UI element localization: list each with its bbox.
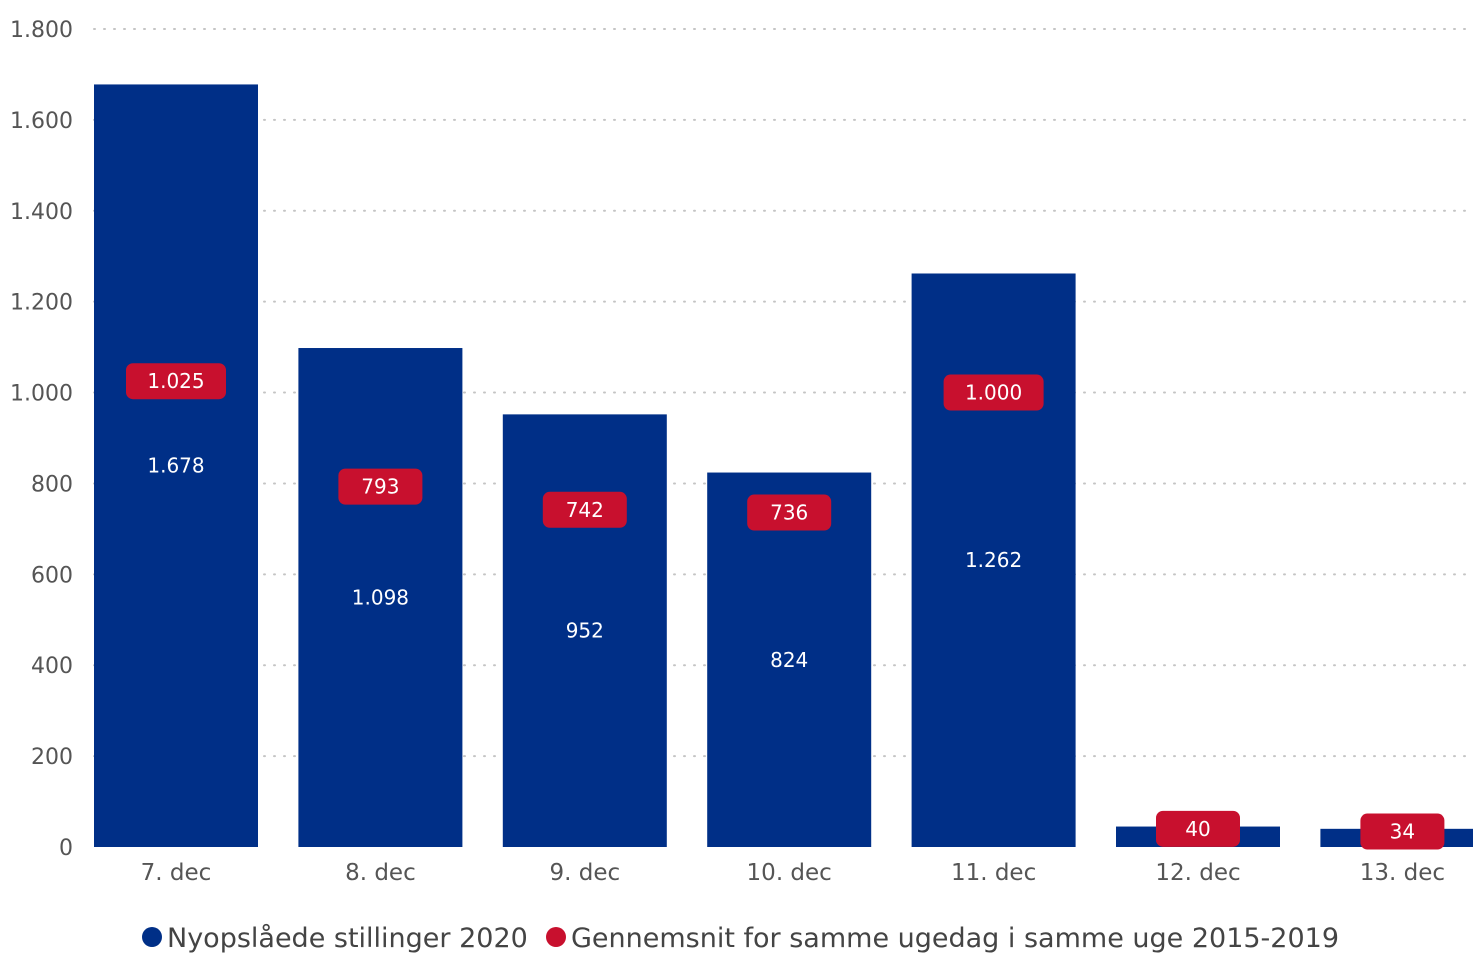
average-value-label: 793: [361, 475, 399, 499]
bar-value-label: 952: [566, 619, 604, 643]
average-value-label: 1.025: [147, 369, 204, 393]
average-marker: [1156, 810, 1240, 847]
average-marker: [1360, 813, 1445, 850]
y-tick-label: 1.000: [10, 382, 73, 407]
bar: [707, 472, 872, 847]
y-tick-label: 800: [31, 472, 73, 497]
x-tick-label: 9. dec: [549, 860, 620, 886]
average-marker: [747, 494, 832, 531]
bars: 1.678 1.025 1.098 793 952 742 824 736 1.262 1.000…: [94, 84, 1473, 850]
average-value-label: 34: [1390, 820, 1415, 844]
average-value-label: 742: [566, 498, 604, 522]
bar-value-label: 824: [770, 648, 808, 672]
x-axis: 7. dec 8. dec 9. dec 10. dec 11. dec 12. dec 1…: [141, 860, 1445, 886]
average-marker: [338, 468, 423, 505]
y-tick-label: 400: [31, 654, 73, 679]
average-marker: [943, 374, 1044, 411]
x-tick-label: 7. dec: [141, 860, 212, 886]
y-tick-label: 1.800: [10, 18, 73, 43]
y-tick-label: 1.200: [10, 291, 73, 316]
average-value-label: 40: [1185, 817, 1210, 841]
average-value-label: 1.000: [965, 381, 1022, 405]
average-marker: [542, 491, 627, 528]
x-tick-label: 10. dec: [747, 860, 832, 886]
legend-marker: [142, 927, 162, 947]
y-tick-label: 600: [31, 563, 73, 588]
x-tick-label: 11. dec: [951, 860, 1036, 886]
legend-marker: [546, 927, 566, 947]
bar: [298, 348, 463, 847]
bar: [911, 273, 1076, 848]
bar-value-label: 1.678: [147, 454, 204, 478]
bar-value-label: 1.262: [965, 548, 1022, 572]
legend-label: Nyopslåede stillinger 2020: [167, 923, 528, 954]
y-tick-label: 0: [59, 836, 73, 861]
y-tick-label: 1.400: [10, 200, 73, 225]
y-tick-label: 200: [31, 745, 73, 770]
average-marker: [126, 363, 226, 400]
y-tick-label: 1.600: [10, 109, 73, 134]
legend-label: Gennemsnit for samme ugedag i samme uge …: [571, 923, 1339, 954]
average-value-label: 736: [770, 501, 808, 525]
bar-value-label: 1.098: [352, 586, 409, 610]
bar: [502, 414, 667, 847]
y-axis: 0 200 400 600 800 1.000 1.200 1.400 1.600 1.800: [10, 18, 73, 861]
x-tick-label: 8. dec: [345, 860, 416, 886]
x-tick-label: 12. dec: [1155, 860, 1240, 886]
legend: Nyopslåede stillinger 2020 Gennemsnit for…: [142, 923, 1339, 954]
x-tick-label: 13. dec: [1360, 860, 1445, 886]
bar: [94, 84, 258, 848]
